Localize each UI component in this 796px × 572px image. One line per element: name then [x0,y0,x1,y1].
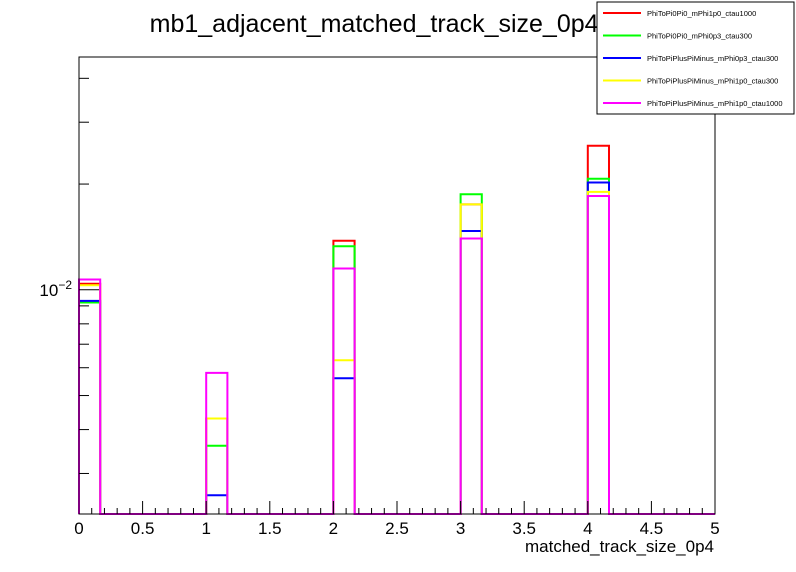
x-axis-label: matched_track_size_0p4 [525,537,714,556]
legend: PhiToPi0Pi0_mPhi1p0_ctau1000 PhiToPi0Pi0_… [596,1,795,115]
legend-label-5: PhiToPiPlusPiMinus_mPhi1p0_ctau1000 [647,99,783,108]
legend-label-2: PhiToPi0Pi0_mPhi0p3_ctau300 [647,32,752,41]
x-tick-label: 2.5 [385,519,409,538]
chart-title: mb1_adjacent_matched_track_size_0p4_0 [150,10,627,38]
x-tick-label: 1 [201,519,210,538]
x-tick-label: 0.5 [131,519,155,538]
x-tick-label: 1.5 [258,519,282,538]
y-tick-label: 10−2 [39,278,72,300]
x-tick-label: 2 [329,519,338,538]
x-tick-label: 4.5 [640,519,664,538]
x-tick-label: 5 [710,519,719,538]
x-tick-label: 4 [583,519,592,538]
x-tick-label: 3.5 [512,519,536,538]
axes-layer: 0 0.5 1 1.5 2 2.5 3 3.5 4 4.5 5 10−2 [39,77,720,538]
legend-label-3: PhiToPiPlusPiMinus_mPhi0p3_ctau300 [647,54,778,63]
x-tick-label: 0 [74,519,83,538]
legend-label-4: PhiToPiPlusPiMinus_mPhi1p0_ctau300 [647,77,778,86]
legend-label-1: PhiToPi0Pi0_mPhi1p0_ctau1000 [647,9,756,18]
x-tick-label: 3 [456,519,465,538]
